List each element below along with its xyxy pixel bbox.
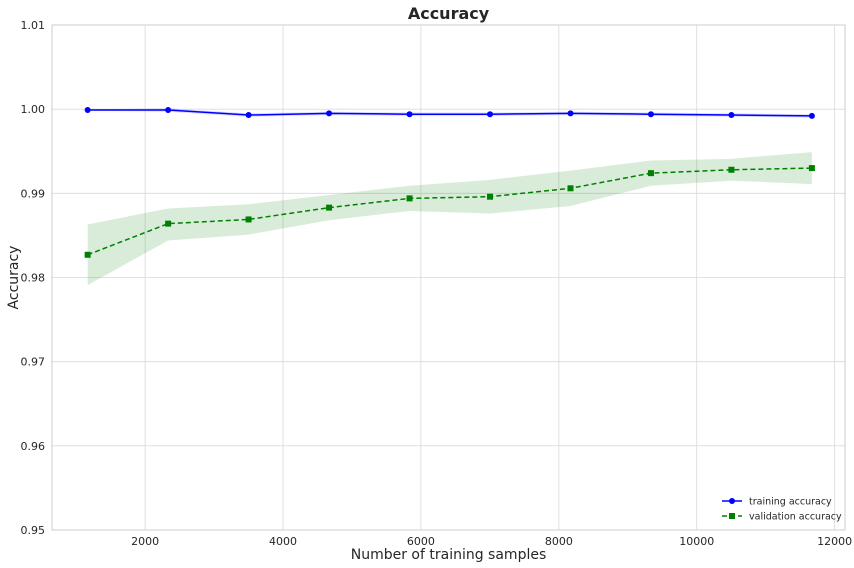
- validation-accuracy-point: [567, 185, 574, 192]
- x-axis-label: Number of training samples: [351, 547, 547, 563]
- validation-accuracy-point: [647, 170, 654, 177]
- training-accuracy-point: [326, 110, 333, 117]
- y-tick-label: 0.96: [21, 440, 46, 453]
- training-accuracy-point: [165, 107, 172, 114]
- y-tick-label: 1.01: [21, 19, 46, 32]
- series: [84, 107, 815, 258]
- chart-title: Accuracy: [408, 4, 490, 23]
- plot-frame: [51, 24, 846, 531]
- training-std-band: [87, 108, 812, 118]
- validation-accuracy-point: [245, 216, 252, 223]
- training-accuracy-line: [87, 109, 812, 117]
- y-tick-label: 0.98: [21, 272, 46, 285]
- validation-accuracy-point: [487, 193, 494, 200]
- x-tick-label: 10000: [679, 535, 714, 548]
- x-tick-label: 8000: [545, 535, 573, 548]
- validation-accuracy-point: [84, 251, 91, 258]
- legend-label-training: training accuracy: [749, 497, 832, 508]
- y-tick-label: 0.97: [21, 356, 46, 369]
- validation-accuracy-point: [728, 166, 735, 173]
- training-accuracy-point: [808, 112, 815, 119]
- training-accuracy-point: [245, 112, 252, 119]
- legend-marker-validation: [729, 513, 735, 519]
- training-accuracy-point: [647, 111, 654, 118]
- validation-accuracy-point: [165, 220, 172, 227]
- x-tick-label: 12000: [817, 535, 852, 548]
- training-accuracy-point: [487, 111, 494, 118]
- x-tick-label: 2000: [131, 535, 159, 548]
- validation-accuracy-line: [87, 167, 812, 256]
- y-tick-label: 0.99: [21, 187, 46, 200]
- validation-accuracy-point: [406, 195, 413, 202]
- training-accuracy-point: [728, 112, 735, 119]
- y-axis-label: Accuracy: [6, 246, 22, 310]
- legend-marker-training: [729, 498, 735, 504]
- legend: training accuracy validation accuracy: [722, 497, 842, 523]
- training-accuracy-point: [84, 107, 91, 114]
- training-accuracy-point: [567, 110, 574, 117]
- validation-accuracy-point: [808, 165, 815, 172]
- tick-labels: 2000 4000 6000 8000 10000 12000 0.95 0.96 0.97 0.…: [21, 19, 853, 548]
- std-bands: [87, 108, 812, 286]
- y-tick-label: 0.95: [21, 524, 46, 537]
- training-accuracy-point: [406, 111, 413, 118]
- legend-label-validation: validation accuracy: [749, 512, 842, 523]
- validation-std-band: [87, 152, 812, 286]
- x-tick-label: 4000: [269, 535, 297, 548]
- grid: [52, 24, 845, 531]
- validation-accuracy-point: [326, 204, 333, 211]
- y-tick-label: 1.00: [21, 103, 46, 116]
- x-tick-label: 6000: [407, 535, 435, 548]
